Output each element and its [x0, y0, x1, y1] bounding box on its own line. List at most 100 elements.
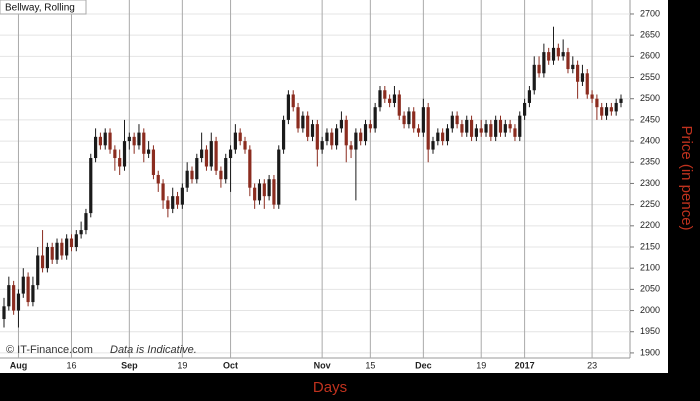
candle-body	[479, 128, 483, 133]
candle-body	[26, 276, 30, 303]
candle-body	[36, 255, 40, 286]
candle-body	[267, 179, 271, 197]
candle-body	[272, 179, 276, 205]
candle-body	[21, 276, 25, 294]
candle-body	[532, 64, 536, 91]
x-tick-label: 16	[66, 360, 76, 370]
y-tick-label: 2700	[640, 8, 660, 18]
candle-body	[166, 200, 170, 209]
candle-body	[224, 158, 228, 180]
x-tick-label: 2017	[515, 360, 535, 370]
candle-body	[74, 234, 78, 247]
candle-body	[142, 132, 146, 154]
candle-body	[200, 149, 204, 159]
x-tick-label: Oct	[223, 360, 238, 370]
candle-body	[604, 107, 609, 116]
candle-body	[253, 187, 257, 201]
candle-body	[315, 124, 319, 150]
candle-body	[619, 98, 623, 103]
candle-body	[262, 183, 266, 197]
candle-body	[460, 124, 464, 133]
candle-body	[291, 94, 295, 108]
y-tick-label: 2250	[640, 199, 660, 209]
candles	[2, 26, 623, 328]
x-tick-label: Aug	[10, 360, 28, 370]
candle-body	[359, 132, 363, 142]
candle-body	[310, 124, 315, 137]
candle-body	[89, 158, 93, 214]
candle-body	[600, 107, 604, 116]
candle-body	[132, 136, 136, 146]
candle-body	[248, 149, 252, 188]
candle-body	[137, 132, 141, 146]
candle-body	[551, 47, 556, 61]
y-tick-label: 2050	[640, 284, 660, 294]
candle-body	[426, 107, 430, 150]
candle-body	[450, 115, 454, 129]
x-tick-label: 23	[587, 360, 597, 370]
candle-body	[580, 73, 585, 82]
candle-body	[513, 128, 517, 137]
candle-body	[190, 170, 194, 180]
candle-body	[209, 141, 213, 167]
y-tick-label: 2400	[640, 135, 660, 145]
note: Data is Indicative.	[110, 344, 197, 356]
y-tick-label: 1900	[640, 347, 660, 357]
candle-body	[108, 132, 112, 150]
x-tick-label: 15	[365, 360, 375, 370]
candle-body	[306, 115, 310, 137]
candle-body	[518, 115, 522, 137]
candle-body	[349, 145, 353, 150]
candle-body	[204, 149, 209, 167]
x-tick-label: Nov	[314, 360, 331, 370]
y-tick-label: 2500	[640, 93, 660, 103]
candle-body	[445, 128, 450, 142]
candle-body	[151, 149, 156, 175]
grid	[0, 0, 634, 358]
candle-body	[494, 119, 498, 137]
candle-body	[339, 119, 344, 129]
candle-body	[388, 98, 392, 103]
candle-body	[214, 141, 218, 171]
candle-body	[465, 119, 469, 133]
candle-body	[65, 238, 69, 256]
candle-body	[344, 119, 348, 146]
candle-body	[55, 242, 59, 260]
candle-body	[228, 149, 233, 159]
candle-body	[537, 64, 541, 74]
candle-body	[566, 52, 570, 70]
chart-title: Bellway, Rolling	[5, 3, 75, 14]
candle-body	[402, 115, 406, 125]
y-tick-label: 2100	[640, 263, 660, 273]
candle-body	[383, 90, 387, 99]
candle-body	[590, 94, 594, 99]
candle-body	[60, 242, 64, 256]
y-tick-label: 1950	[640, 326, 660, 336]
candle-body	[436, 132, 440, 142]
candle-body	[69, 238, 74, 247]
candle-body	[238, 132, 242, 142]
candle-body	[547, 52, 551, 61]
candle-body	[503, 124, 507, 133]
candle-body	[50, 246, 54, 260]
candle-body	[16, 293, 21, 311]
candle-body	[98, 136, 103, 146]
candle-body	[171, 196, 175, 209]
candle-body	[585, 73, 589, 95]
candle-body	[609, 107, 613, 112]
y-tick-label: 2300	[640, 178, 660, 188]
candle-body	[421, 107, 425, 133]
x-tick-label: 19	[177, 360, 187, 370]
candle-body	[474, 128, 478, 137]
candle-body	[368, 124, 372, 129]
candle-body	[416, 128, 421, 133]
candle-body	[84, 213, 88, 231]
y-tick-label: 2350	[640, 157, 660, 167]
candle-body	[277, 149, 281, 205]
candle-body	[180, 187, 184, 205]
candle-body	[373, 107, 377, 129]
candle-body	[325, 132, 329, 142]
y-axis-label: Price (in pence)	[678, 125, 695, 230]
candle-body	[122, 141, 127, 167]
